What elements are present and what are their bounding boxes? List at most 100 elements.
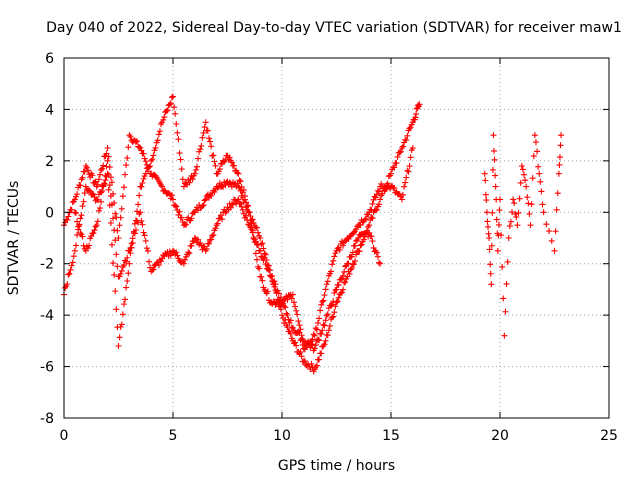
data-point [94,197,101,204]
data-point [180,183,187,190]
data-point [502,308,509,315]
data-point [523,183,530,190]
data-point [75,223,82,230]
data-point [324,278,331,285]
data-point [282,304,289,311]
data-point [482,191,489,198]
data-point [326,322,333,329]
data-point [535,163,542,170]
data-point [413,111,420,118]
data-point [353,251,360,258]
data-point [114,263,121,270]
data-point [81,190,88,197]
data-point [486,246,493,253]
data-point [77,229,84,236]
data-point [330,313,337,320]
data-point [397,148,404,155]
data-point [119,193,126,200]
data-point [152,144,159,151]
data-point [146,258,153,265]
data-point [140,229,147,236]
data-point [257,247,264,254]
data-point [141,155,148,162]
data-point [288,295,295,302]
data-point [405,168,412,175]
y-tick-label: 6 [45,51,54,67]
data-point [72,242,79,249]
data-point [108,241,115,248]
y-axis-label: SDTVAR / TECUs [6,181,22,296]
data-point [529,175,536,182]
data-point [144,247,151,254]
data-point [178,166,185,173]
data-point [71,209,78,216]
data-point [238,203,245,210]
data-point [172,110,179,117]
data-point [191,170,198,177]
data-point [174,129,181,136]
data-point [297,349,304,356]
data-point [290,299,297,306]
x-axis-ticks: 0 5 10 15 20 25 [60,58,618,444]
data-point [293,307,300,314]
data-point [369,238,376,245]
data-point [554,190,561,197]
data-point [120,262,127,269]
data-point [329,301,336,308]
data-point [338,289,345,296]
data-point [117,270,124,277]
data-point [146,163,153,170]
data-point [110,260,117,267]
data-point [497,196,503,203]
data-point [538,188,545,195]
data-point [257,235,264,241]
data-point [287,317,294,324]
data-point [236,177,243,184]
data-point [125,270,132,277]
data-point [115,343,122,349]
data-point [74,218,81,225]
data-point [74,231,81,238]
data-point [374,253,381,260]
data-point [74,191,81,198]
data-point [197,146,204,153]
data-point [70,253,77,260]
data-point [369,215,376,222]
data-point [131,230,138,237]
data-point [376,201,383,208]
y-axis-ticks: -8 -6 -4 -2 0 2 4 6 [40,51,609,427]
data-point [175,136,182,143]
data-point [271,278,278,285]
data-point [518,163,525,169]
data-point [416,101,423,108]
data-point [528,201,535,208]
data-point [275,290,282,297]
data-point [274,287,281,294]
data-point [486,235,493,241]
data-point [95,176,102,183]
data-point [99,165,106,172]
data-point [259,240,266,247]
data-point [255,241,262,248]
data-point [105,171,112,178]
data-point [482,177,489,184]
data-point [377,196,384,203]
data-point [244,217,251,224]
data-point [212,162,219,169]
data-point [495,221,502,228]
data-point [489,209,496,216]
data-point [409,145,416,151]
data-point [331,253,338,260]
data-point [353,226,360,233]
data-point [399,143,406,150]
data-point [287,330,294,337]
data-point [377,260,384,267]
data-point [66,270,73,277]
data-point [231,162,238,169]
x-axis-label: GPS time / hours [278,458,395,474]
data-point [116,222,123,229]
data-point [548,237,555,244]
data-point [198,142,205,149]
data-point [553,206,560,213]
data-point [209,232,216,239]
